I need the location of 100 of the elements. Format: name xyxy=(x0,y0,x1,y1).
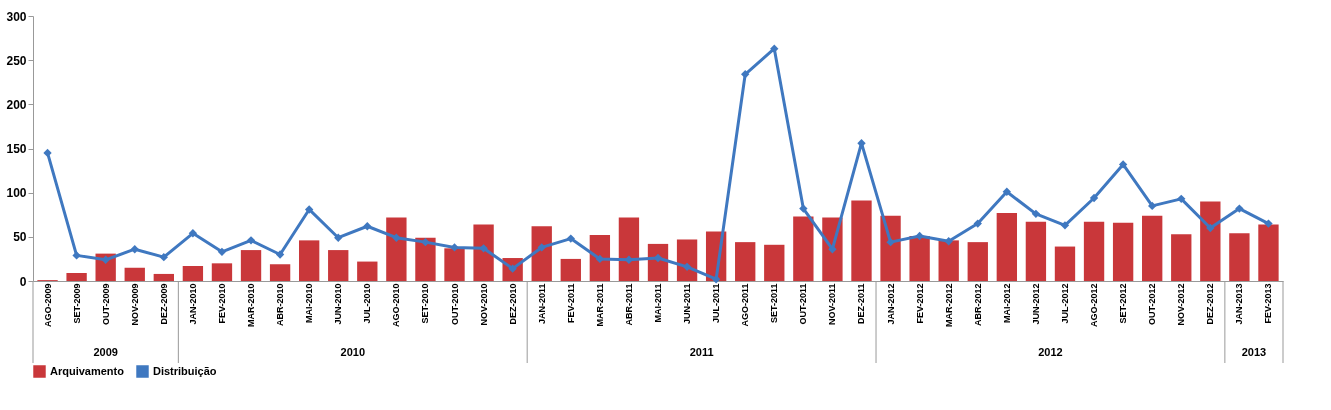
point xyxy=(450,243,459,252)
x-tick-label: FEV-2011 xyxy=(565,283,576,324)
point xyxy=(392,233,401,242)
bar xyxy=(1112,222,1134,281)
x-tick-label: SET-2010 xyxy=(420,283,431,324)
point xyxy=(886,237,895,247)
x-tick-label: MAI-2011 xyxy=(653,283,663,323)
x-tick-label: JUN-2011 xyxy=(682,283,693,325)
bar xyxy=(211,263,233,281)
x-tick-label: DEZ-2012 xyxy=(1205,283,1216,325)
bar xyxy=(909,235,930,281)
bar xyxy=(328,250,349,281)
x-tick-label: JUL-2010 xyxy=(362,283,373,324)
bar xyxy=(531,226,552,281)
point xyxy=(363,222,372,231)
point xyxy=(944,237,953,246)
point xyxy=(159,252,168,262)
x-tick-label: ABR-2011 xyxy=(623,283,634,326)
bar xyxy=(415,237,436,281)
x-tick-label: SET-2012 xyxy=(1118,283,1129,324)
point xyxy=(101,255,110,264)
point xyxy=(421,237,430,247)
bar xyxy=(298,240,320,281)
bar xyxy=(124,267,145,281)
x-tick-label: MAR-2011 xyxy=(594,283,605,327)
bar xyxy=(386,217,407,281)
x-tick-label: NOV-2010 xyxy=(478,283,489,326)
bar xyxy=(1025,221,1047,281)
x-tick-label: JAN-2013 xyxy=(1234,283,1245,325)
text: 2011 xyxy=(689,346,714,358)
x-tick-label: JUN-2012 xyxy=(1030,283,1041,325)
x-tick-label: AGO-2012 xyxy=(1089,283,1100,328)
point xyxy=(43,148,52,158)
y-tick-label: 100 xyxy=(6,186,27,201)
bar xyxy=(589,235,611,281)
y-tick-label: 50 xyxy=(13,230,27,245)
point xyxy=(1148,201,1157,211)
point xyxy=(1031,209,1041,219)
x-tick-label: FEV-2013 xyxy=(1263,283,1274,324)
x-tick-label: AGO-2011 xyxy=(740,283,751,327)
point xyxy=(1177,194,1186,204)
x-tick-label: JUN-2010 xyxy=(333,283,344,325)
point xyxy=(828,245,837,254)
point xyxy=(566,234,575,243)
y-tick-label: 150 xyxy=(6,142,27,156)
point xyxy=(1002,187,1012,196)
point xyxy=(275,250,285,259)
x-tick-label: AGO-2010 xyxy=(391,283,402,328)
bar xyxy=(967,242,988,281)
x-tick-label: SET-2011 xyxy=(769,283,780,324)
point xyxy=(770,44,779,53)
bar xyxy=(1258,224,1279,281)
bar xyxy=(1171,234,1192,281)
x-tick-label: NOV-2012 xyxy=(1176,283,1187,326)
point xyxy=(799,204,808,213)
bar xyxy=(1229,233,1250,281)
point xyxy=(973,219,982,228)
bar xyxy=(1083,221,1105,281)
point xyxy=(741,70,750,79)
bar xyxy=(1142,215,1163,281)
bar xyxy=(444,248,465,281)
point xyxy=(304,205,314,214)
point xyxy=(711,275,721,284)
x-tick-label: MAR-2010 xyxy=(246,283,257,328)
x-tick-label: OUT-2011 xyxy=(798,283,809,325)
point xyxy=(537,243,546,252)
text: 2013 xyxy=(1241,346,1267,358)
bar xyxy=(996,212,1018,281)
point xyxy=(246,236,256,245)
bar xyxy=(66,273,87,281)
bar xyxy=(851,200,872,281)
x-tick-label: FEV-2012 xyxy=(914,283,925,324)
point xyxy=(72,251,81,260)
point xyxy=(479,244,488,253)
x-tick-label: JUL-2011 xyxy=(711,283,722,324)
x-tick-label: MAI-2012 xyxy=(1001,283,1012,324)
bar xyxy=(880,215,901,281)
bar xyxy=(764,244,785,281)
bar xyxy=(473,224,494,281)
bar xyxy=(269,264,291,281)
point xyxy=(334,233,343,242)
bar xyxy=(182,265,204,281)
bar xyxy=(618,217,640,281)
x-tick-label: ABR-2010 xyxy=(275,283,286,327)
x-tick-label: JAN-2010 xyxy=(187,283,198,325)
point xyxy=(188,229,198,238)
x-tick-label: NOV-2011 xyxy=(827,283,838,326)
point xyxy=(1206,223,1215,233)
bar xyxy=(1200,201,1221,281)
bar xyxy=(240,250,262,281)
point xyxy=(130,245,139,254)
bar xyxy=(735,242,756,281)
x-tick-label: AGO-2009 xyxy=(42,283,53,328)
x-tick-label: MAR-2012 xyxy=(943,283,954,328)
y-tick-label: 300 xyxy=(6,9,27,24)
bar xyxy=(1054,246,1076,281)
point xyxy=(1264,219,1273,228)
point xyxy=(217,247,227,257)
point xyxy=(1118,160,1128,169)
text: 2012 xyxy=(1038,346,1063,358)
